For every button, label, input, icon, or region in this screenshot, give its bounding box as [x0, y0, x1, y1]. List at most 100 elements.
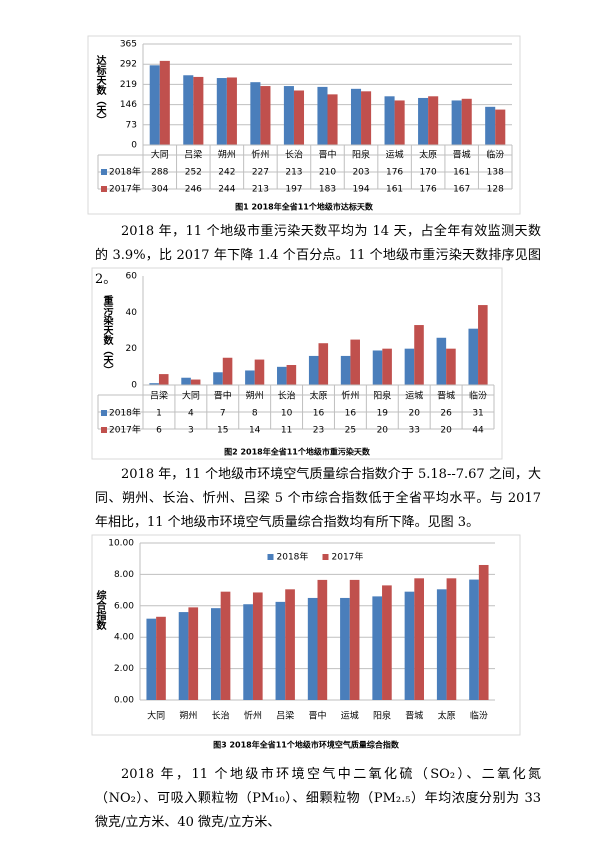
table-value: 26: [440, 409, 452, 419]
legend-swatch: [322, 554, 329, 560]
bar: [243, 604, 253, 700]
bar: [222, 357, 233, 385]
bar: [461, 98, 472, 145]
chart-frame: [91, 267, 503, 460]
legend-swatch: [101, 186, 107, 192]
paragraph: 2018 年，11 个地级市环境空气中二氧化硫（SO₂）、二氧化氮（NO₂）、可…: [95, 767, 541, 830]
bar: [436, 337, 447, 385]
y-tick-label: 8.00: [114, 570, 134, 580]
x-tick-label: 晋中: [214, 390, 232, 402]
table-value: 252: [185, 168, 202, 178]
bar: [478, 564, 489, 700]
paragraph: 2018 年，11 个地级市环境空气质量综合指数介于 5.18--7.67 之间…: [95, 467, 541, 530]
bar: [293, 90, 305, 145]
table-value: 176: [420, 185, 437, 195]
x-tick-label: 阳泉: [373, 710, 391, 722]
table-value: 227: [252, 168, 269, 178]
y-tick-label: 73: [126, 120, 137, 130]
legend-label: 2017年: [332, 551, 364, 563]
chart-frame: [87, 35, 521, 215]
bar: [190, 379, 201, 385]
bar: [226, 77, 237, 145]
x-tick-label: 大同: [147, 710, 165, 722]
table-value: 44: [472, 426, 484, 436]
y-tick-label: 0: [131, 381, 137, 391]
x-tick-label: 运城: [341, 711, 359, 722]
y-tick-label: 4.00: [114, 633, 134, 643]
bar: [495, 109, 506, 145]
caption: 图1 2018年全省11个地级市达标天数: [235, 202, 374, 212]
y-tick-label: 365: [120, 40, 137, 50]
table-value: 16: [313, 409, 325, 419]
bar: [308, 355, 319, 385]
bar: [414, 325, 424, 385]
legend-swatch: [101, 410, 107, 416]
bar: [317, 579, 328, 700]
x-tick-label: 朔州: [179, 710, 197, 722]
x-tick-label: 临汾: [486, 149, 504, 161]
legend-label: 2017年: [109, 183, 141, 195]
bar: [178, 612, 189, 700]
bar: [451, 100, 462, 145]
bar: [159, 60, 170, 145]
y-axis-label: 综合指数: [94, 589, 107, 631]
legend-swatch: [101, 169, 107, 175]
x-tick-label: 长治: [212, 710, 230, 722]
x-tick-label: 运城: [386, 150, 404, 161]
table-value: 288: [151, 168, 168, 178]
y-axis-label: 重污染天数（天）: [101, 294, 114, 375]
y-tick-label: 0: [131, 141, 137, 151]
y-tick-label: 146: [120, 100, 137, 110]
table-value: 197: [285, 185, 302, 195]
bar: [318, 343, 329, 385]
table-value: 170: [420, 168, 437, 178]
table-value: 8: [252, 409, 258, 419]
x-tick-label: 朔州: [246, 390, 264, 402]
bar: [285, 589, 295, 700]
table-value: 7: [220, 409, 226, 419]
x-tick-label: 太原: [438, 710, 456, 722]
table-value: 194: [352, 185, 369, 195]
x-tick-label: 长治: [278, 390, 296, 402]
bar: [277, 366, 287, 385]
legend-swatch: [267, 554, 274, 560]
table-value: 244: [218, 185, 235, 195]
table-value: 25: [345, 426, 356, 436]
bar: [245, 370, 255, 385]
bar: [446, 348, 456, 385]
table-value: 20: [377, 426, 389, 436]
bar: [446, 578, 457, 700]
bar: [283, 86, 294, 145]
bar: [220, 591, 231, 700]
x-tick-label: 运城: [405, 391, 423, 402]
bar: [286, 365, 297, 385]
table-value: 161: [453, 168, 470, 178]
table-value: 19: [377, 409, 389, 419]
table-value: 138: [487, 168, 504, 178]
x-tick-label: 太原: [419, 149, 437, 161]
bar: [485, 106, 496, 145]
table-value: 20: [440, 426, 452, 436]
table-value: 167: [453, 185, 470, 195]
y-tick-label: 2.00: [114, 664, 134, 674]
bar: [327, 94, 338, 145]
bar: [382, 348, 392, 385]
x-tick-label: 长治: [285, 149, 303, 161]
bar: [404, 348, 415, 385]
x-tick-label: 朔州: [218, 149, 236, 161]
y-tick-label: 292: [120, 60, 137, 70]
x-tick-label: 大同: [151, 149, 169, 161]
bar: [146, 618, 157, 700]
bar: [340, 597, 350, 700]
table-value: 6: [156, 426, 162, 436]
bar: [350, 88, 362, 145]
table-value: 176: [386, 168, 403, 178]
bar: [372, 596, 383, 700]
bar: [213, 372, 223, 385]
y-tick-label: 219: [120, 80, 137, 90]
bar: [260, 86, 271, 145]
bar: [349, 579, 360, 700]
chart-frame: [91, 534, 521, 736]
